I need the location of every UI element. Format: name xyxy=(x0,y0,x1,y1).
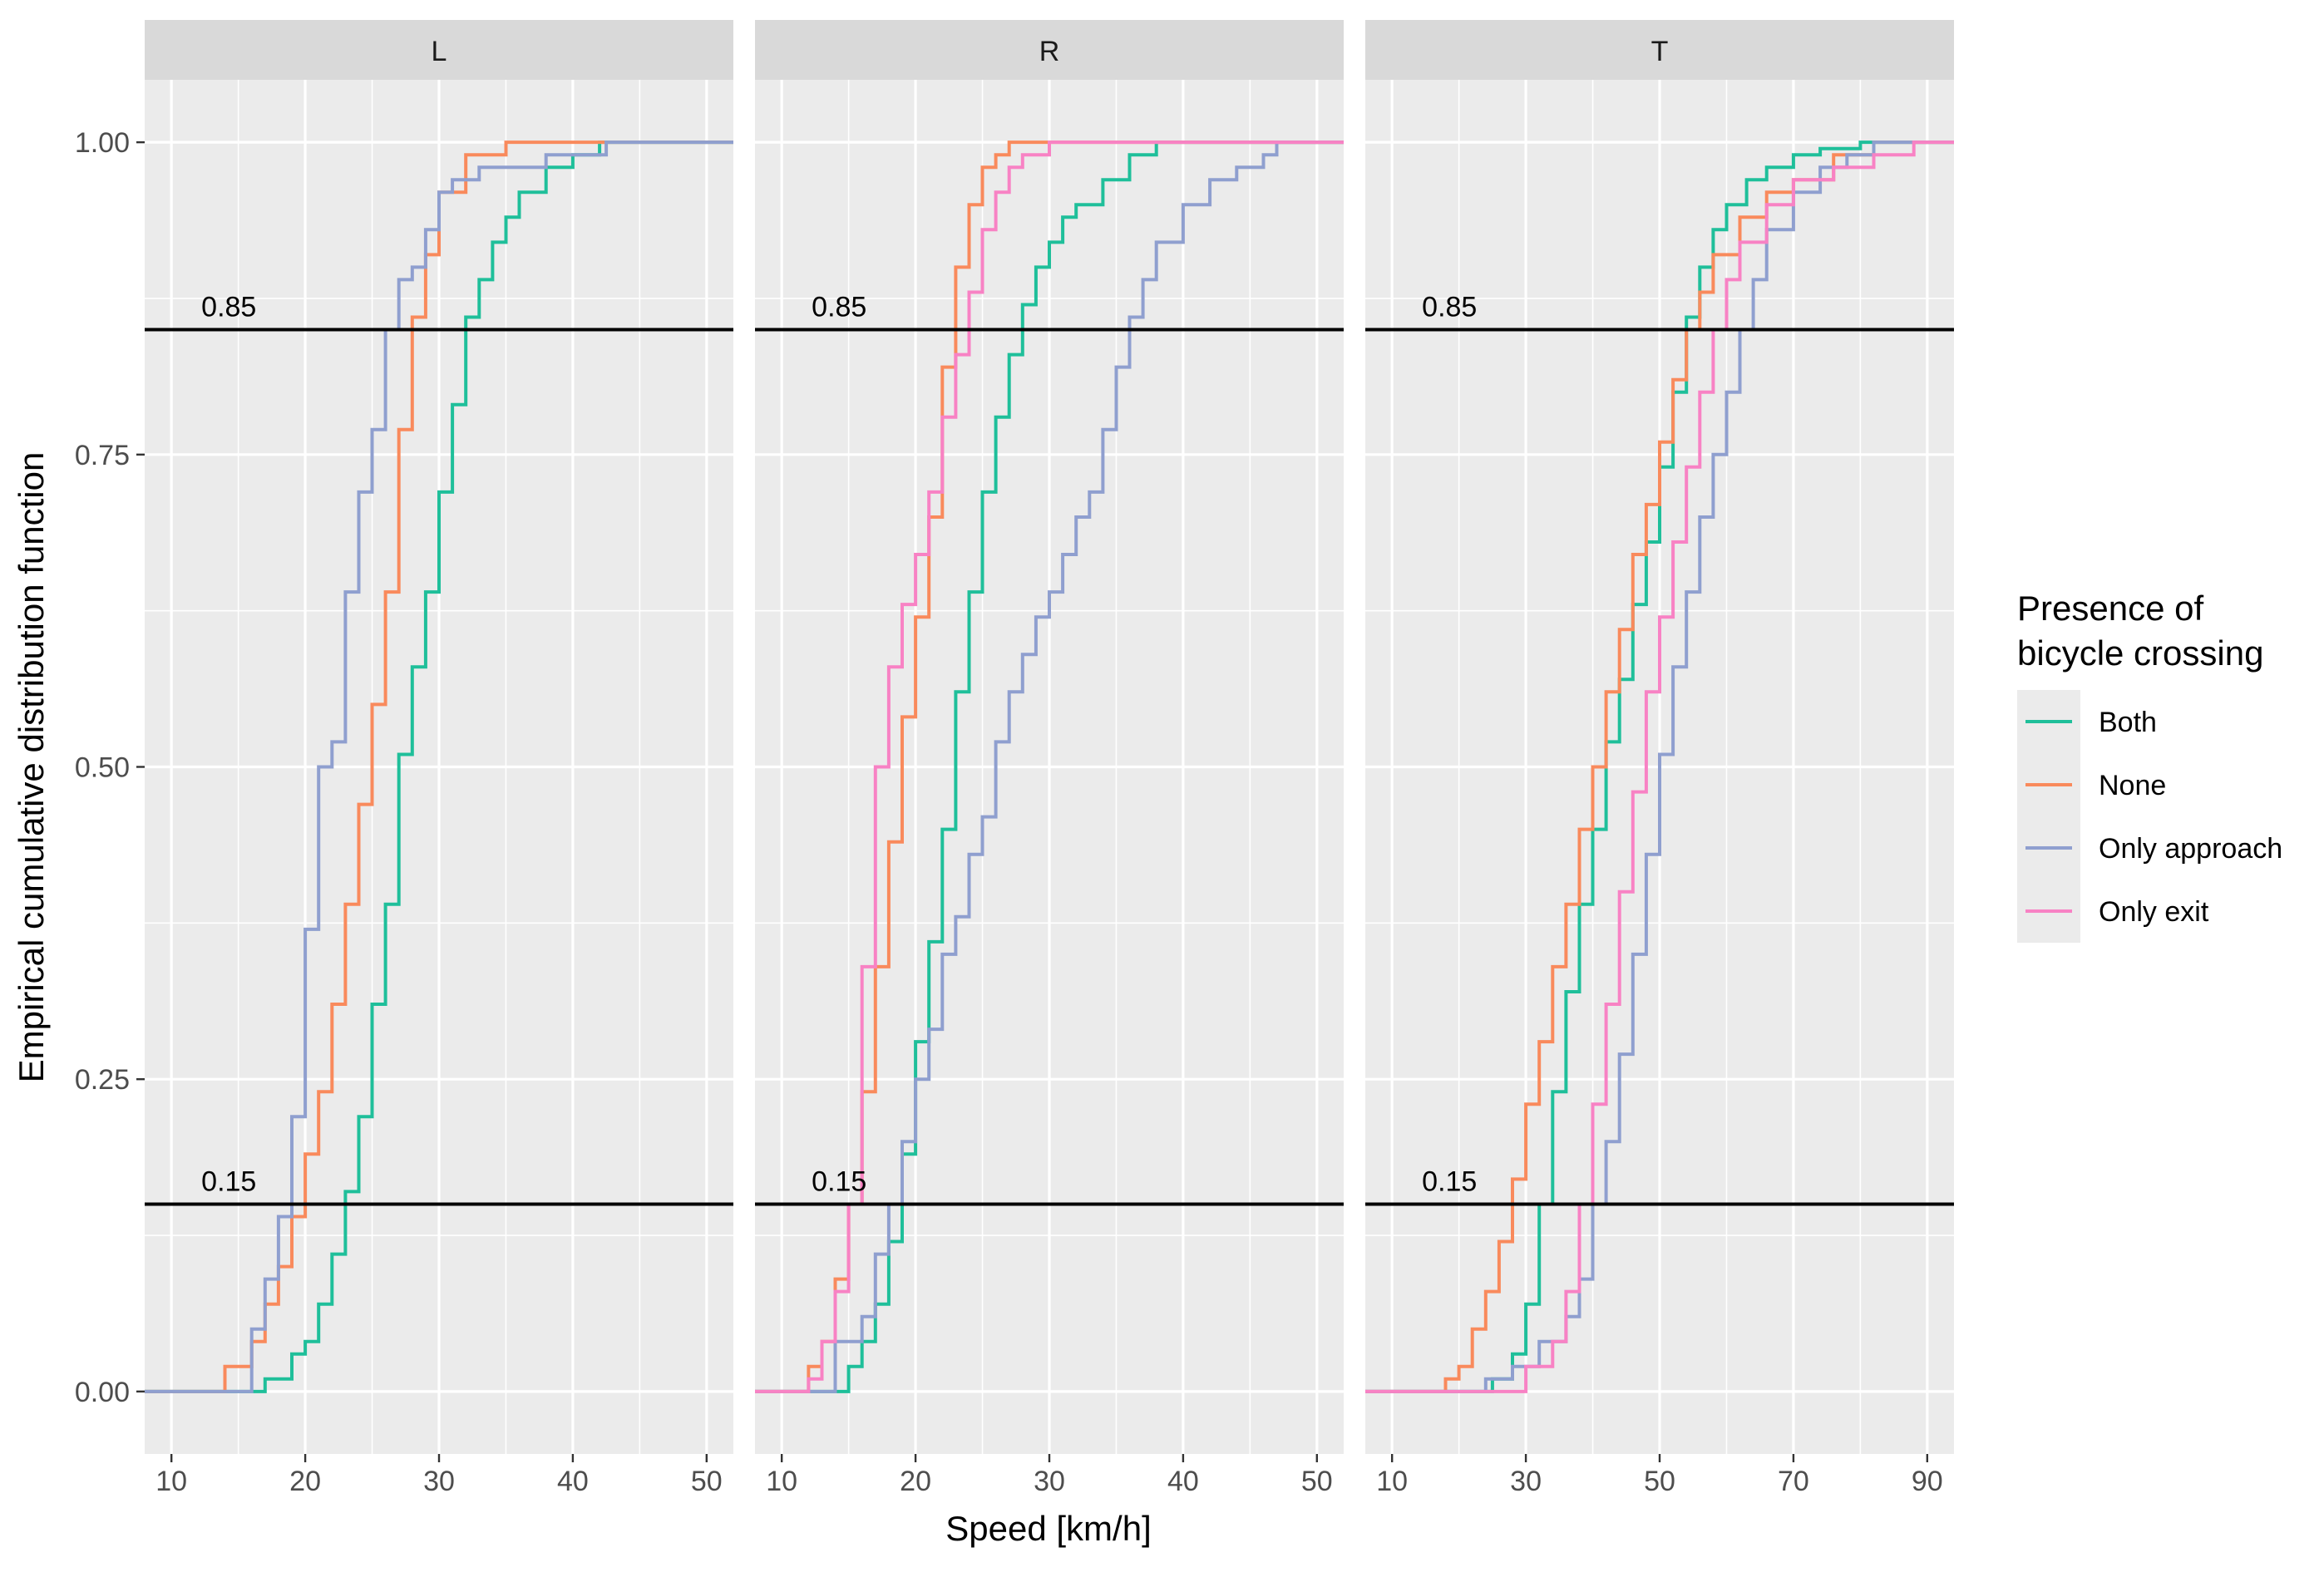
panel-l-x-tick-label: 40 xyxy=(557,1466,589,1497)
panel-r-reference-label-0-15: 0.15 xyxy=(812,1166,866,1197)
panel-r: R 0.85 0.15 10 20 30 40 50 xyxy=(755,20,1344,1497)
legend-title-line1: Presence of xyxy=(2017,589,2203,628)
y-tick-label: 1.00 xyxy=(75,127,130,159)
panel-l-reference-label-0-85: 0.85 xyxy=(201,292,256,323)
facet-panels: L 0.85 0.15 10 20 30 40 50 0.00 0.25 0.50 0.75 1.00 R… xyxy=(75,20,1954,1497)
panel-l: L 0.85 0.15 10 20 30 40 50 0.00 0.25 0.50 0.75 1.00 xyxy=(75,20,733,1497)
y-tick-label: 0.00 xyxy=(75,1377,130,1408)
legend-label-only-approach: Only approach xyxy=(2099,833,2282,865)
panel-l-reference-label-0-15: 0.15 xyxy=(201,1166,256,1197)
panel-l-strip xyxy=(145,20,733,80)
legend: Presence of bicycle crossing Both None Onl… xyxy=(2017,589,2282,943)
panel-t-reference-label-0-85: 0.85 xyxy=(1422,292,1477,323)
panel-t-series-only-exit xyxy=(1365,140,1954,1393)
panel-t-x-tick-label: 70 xyxy=(1778,1466,1809,1497)
legend-title-line2: bicycle crossing xyxy=(2017,633,2263,673)
panel-t-series-none xyxy=(1365,140,1954,1393)
panel-l-strip-label: L xyxy=(432,36,447,67)
panel-t-series-both xyxy=(1365,140,1954,1393)
y-axis-title: Empirical cumulative distribution functi… xyxy=(12,452,51,1083)
panel-r-x-tick-label: 40 xyxy=(1167,1466,1199,1497)
panel-r-series-only-exit xyxy=(755,140,1344,1393)
panel-t-strip xyxy=(1365,20,1954,80)
y-tick-label: 0.25 xyxy=(75,1064,130,1096)
panel-t-x-tick-label: 10 xyxy=(1376,1466,1408,1497)
panel-t-x-tick-label: 90 xyxy=(1912,1466,1943,1497)
legend-label-none: None xyxy=(2099,770,2166,801)
panel-r-x-tick-label: 10 xyxy=(766,1466,797,1497)
panel-r-series-both xyxy=(755,140,1344,1393)
legend-label-only-exit: Only exit xyxy=(2099,896,2209,928)
panel-r-x-tick-label: 30 xyxy=(1034,1466,1065,1497)
panel-t-x-tick-label: 50 xyxy=(1644,1466,1675,1497)
panel-t-reference-label-0-15: 0.15 xyxy=(1422,1166,1477,1197)
panel-r-reference-label-0-85: 0.85 xyxy=(812,292,866,323)
panel-r-strip-label: R xyxy=(1039,36,1060,67)
panel-l-series-both xyxy=(145,140,733,1393)
panel-r-x-tick-label: 50 xyxy=(1301,1466,1333,1497)
x-axis-title: Speed [km/h] xyxy=(945,1509,1151,1548)
panel-l-series-only-approach xyxy=(145,140,733,1393)
panel-t-strip-label: T xyxy=(1651,36,1669,67)
y-tick-label: 0.50 xyxy=(75,752,130,784)
panel-t: T 0.85 0.15 10 30 50 70 90 xyxy=(1365,20,1954,1497)
panel-l-x-tick-label: 10 xyxy=(155,1466,187,1497)
panel-l-x-tick-label: 30 xyxy=(423,1466,455,1497)
panel-l-x-tick-label: 20 xyxy=(289,1466,321,1497)
panel-l-x-tick-label: 50 xyxy=(691,1466,723,1497)
panel-t-x-tick-label: 30 xyxy=(1510,1466,1542,1497)
legend-entries: Both None Only approach Only exit xyxy=(2017,690,2282,943)
panel-r-strip xyxy=(755,20,1344,80)
y-tick-label: 0.75 xyxy=(75,440,130,471)
panel-r-x-tick-label: 20 xyxy=(900,1466,931,1497)
legend-key-background xyxy=(2017,690,2080,943)
legend-label-both: Both xyxy=(2099,707,2157,738)
